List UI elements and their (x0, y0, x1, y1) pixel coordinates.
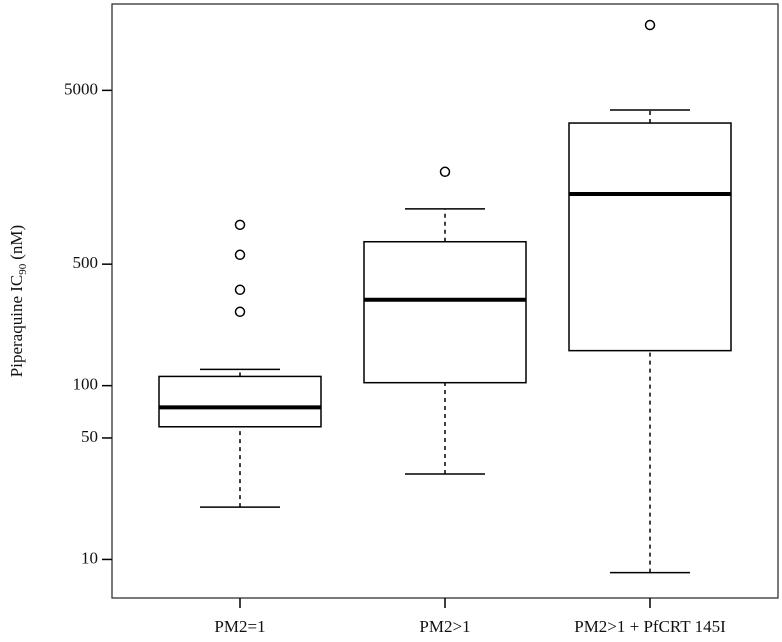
outlier (234, 306, 246, 318)
y-label-subscript: 90 (17, 263, 29, 275)
y-tick-label: 100 (73, 375, 99, 394)
outlier (439, 166, 451, 178)
box (158, 375, 322, 428)
box (363, 240, 527, 384)
box (568, 122, 732, 352)
y-tick-label: 50 (81, 427, 98, 446)
outlier (644, 19, 656, 31)
outlier (234, 219, 246, 231)
y-tick-label: 5000 (64, 79, 98, 98)
y-label-suffix: (nM) (7, 225, 26, 260)
y-tick-label: 10 (81, 548, 98, 567)
x-tick-label: PM2>1 (419, 617, 470, 636)
x-tick-label: PM2>1 + PfCRT 145I (574, 617, 726, 636)
outlier (234, 284, 246, 296)
y-axis-label: Piperaquine IC90 (nM) (7, 225, 29, 377)
y-tick-label: 500 (73, 253, 99, 272)
x-tick-label: PM2=1 (214, 617, 265, 636)
outlier (234, 249, 246, 261)
y-label-text: Piperaquine IC (7, 275, 26, 377)
